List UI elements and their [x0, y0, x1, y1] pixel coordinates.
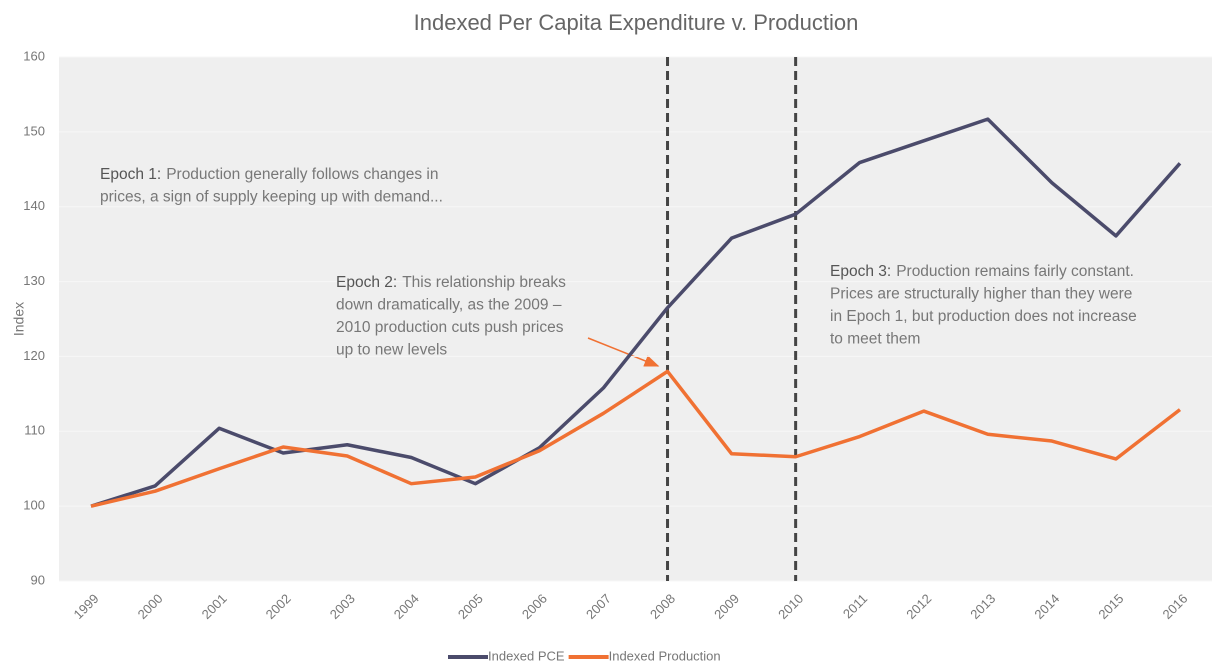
annotation-line: Prices are structurally higher than they… [830, 286, 1132, 303]
plot-area [59, 57, 1212, 581]
x-tick-label: 2015 [1095, 591, 1126, 622]
chart-title: Indexed Per Capita Expenditure v. Produc… [414, 10, 859, 35]
x-tick-label: 2001 [199, 591, 230, 622]
annotation-line: in Epoch 1, but production does not incr… [830, 308, 1137, 325]
annotation-title: Epoch 3: [830, 263, 891, 280]
x-tick-label: 2006 [519, 591, 550, 622]
annotation-title: Epoch 2: [336, 274, 397, 291]
legend-label: Indexed Production [609, 648, 721, 663]
x-tick-label: 2009 [711, 591, 742, 622]
annotation-arrow [587, 337, 660, 367]
x-tick-label: 2000 [135, 591, 166, 622]
annotation-line: prices, a sign of supply keeping up with… [100, 189, 443, 206]
x-tick-label: 2005 [455, 591, 486, 622]
legend-label: Indexed PCE [488, 648, 565, 663]
annotation-line: 2010 production cuts push prices [336, 319, 564, 336]
x-tick-label: 2004 [391, 591, 422, 622]
annotation: Epoch 3: Production remains fairly consta… [830, 263, 1137, 348]
y-tick-label: 90 [31, 572, 45, 587]
x-tick-label: 2007 [583, 591, 614, 622]
y-tick-label: 150 [23, 123, 45, 138]
x-tick-label: 2008 [647, 591, 678, 622]
annotation: Epoch 2: This relationship breaks down dra… [336, 274, 566, 359]
y-tick-label: 160 [23, 48, 45, 63]
x-tick-label: 2012 [903, 591, 934, 622]
annotation-title: Epoch 1: [100, 166, 161, 183]
y-tick-label: 120 [23, 348, 45, 363]
annotation-line: Production generally follows changes in [166, 166, 438, 183]
y-tick-label: 110 [24, 423, 45, 438]
x-tick-label: 2010 [775, 591, 806, 622]
x-tick-label: 2013 [967, 591, 998, 622]
annotation-line: Production remains fairly constant. [896, 263, 1134, 280]
annotation-line: down dramatically, as the 2009 – [336, 297, 562, 314]
y-axis-label: Index [11, 302, 27, 336]
y-tick-label: 130 [23, 273, 45, 288]
x-tick-label: 2003 [327, 591, 358, 622]
x-tick-label: 1999 [71, 591, 102, 622]
y-tick-label: 140 [23, 198, 45, 213]
x-tick-label: 2014 [1031, 591, 1062, 622]
annotation-line: to meet them [830, 331, 920, 348]
x-tick-label: 2002 [263, 591, 294, 622]
y-tick-label: 100 [23, 498, 45, 513]
annotation-line: up to new levels [336, 342, 447, 359]
x-tick-label: 2016 [1159, 591, 1190, 622]
series-line [90, 369, 1182, 508]
annotation-line: This relationship breaks [402, 274, 566, 291]
x-tick-label: 2011 [840, 591, 870, 621]
annotation: Epoch 1: Production generally follows cha… [100, 166, 443, 206]
